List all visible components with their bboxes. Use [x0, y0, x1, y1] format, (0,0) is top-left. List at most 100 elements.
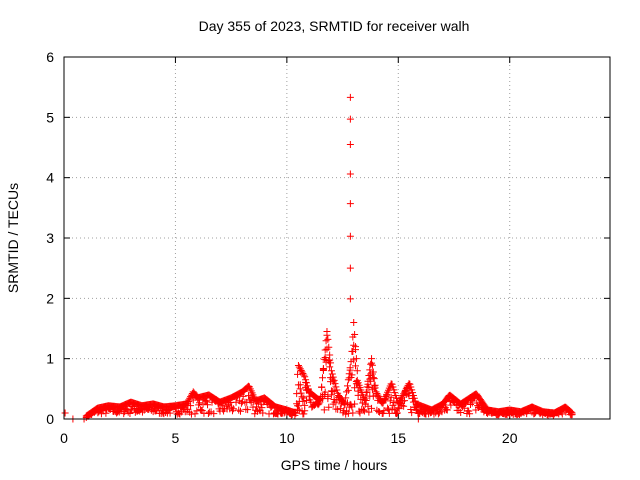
data-point-652: [356, 409, 364, 417]
data-point-607: [342, 394, 350, 402]
data-point-742: [393, 409, 401, 417]
data-point-271: [203, 397, 211, 405]
data-point-273: [204, 401, 212, 409]
data-point-864: [447, 401, 455, 409]
data-point-689: [369, 374, 377, 382]
data-point-547: [320, 355, 328, 363]
data-point-596: [336, 405, 344, 413]
data-point-331: [229, 405, 237, 413]
data-point-697: [373, 389, 381, 397]
data-point-337: [232, 398, 240, 406]
data-point-639: [351, 346, 359, 354]
data-point-662: [360, 407, 368, 415]
data-point-267: [201, 396, 209, 404]
data-point-559: [324, 335, 332, 343]
data-point-848: [440, 401, 448, 409]
data-point-720: [383, 391, 391, 399]
chart-title: Day 355 of 2023, SRMTID for receiver wal…: [199, 18, 470, 34]
data-point-734: [389, 401, 397, 409]
data-point-500: [301, 401, 309, 409]
data-point-231: [185, 397, 193, 405]
y-tick-label-2: 2: [46, 290, 54, 306]
data-point-506: [302, 396, 310, 404]
data-point-908: [466, 401, 474, 409]
data-point-91: [122, 405, 130, 413]
data-point-1114: [558, 410, 566, 418]
data-point-627: [348, 371, 356, 379]
data-point-633: [350, 341, 358, 349]
data-point-1147: [346, 264, 354, 272]
x-tick-label-0: 0: [60, 430, 68, 446]
data-point-347: [237, 407, 245, 415]
data-point-480: [295, 363, 303, 371]
data-point-836: [434, 410, 442, 418]
data-point-674: [365, 384, 373, 392]
data-point-643: [353, 367, 361, 375]
data-point-479: [294, 402, 302, 410]
data-point-45: [102, 409, 110, 417]
data-point-540: [318, 383, 326, 391]
data-point-629: [349, 409, 357, 417]
data-point-730: [387, 393, 395, 401]
data-point-489: [298, 368, 306, 376]
data-point-534: [315, 400, 323, 408]
data-point-568: [327, 359, 335, 367]
data-point-834: [434, 407, 442, 415]
plot-frame: [63, 56, 611, 420]
data-point-576: [328, 388, 336, 396]
data-point-562: [325, 343, 333, 351]
x-tick-label-4: 20: [502, 430, 518, 446]
y-tick-label-0: 0: [46, 411, 54, 427]
data-point-504: [302, 379, 310, 387]
data-point-498: [301, 373, 309, 381]
data-point-679: [367, 377, 375, 385]
data-point-609: [343, 388, 351, 396]
data-point-1145: [346, 200, 354, 208]
data-point-492: [299, 370, 307, 378]
data-point-485: [296, 385, 304, 393]
data-point-488: [297, 367, 305, 375]
data-point-557: [323, 331, 331, 339]
data-point-491: [298, 393, 306, 401]
data-point-769: [405, 380, 413, 388]
data-point-541: [319, 374, 327, 382]
data-point-744: [393, 409, 401, 417]
data-point-175: [160, 410, 168, 418]
data-point-621: [346, 366, 354, 374]
data-point-349: [237, 399, 245, 407]
data-point-665: [362, 388, 370, 396]
x-tick-label-2: 10: [279, 430, 295, 446]
data-point-397: [259, 409, 267, 417]
data-point-564: [325, 403, 333, 411]
y-tick-label-6: 6: [46, 49, 54, 65]
data-point-754: [398, 401, 406, 409]
x-axis-label: GPS time / hours: [281, 457, 388, 473]
data-point-474: [294, 370, 302, 378]
data-point-670: [364, 402, 372, 410]
data-point-738: [391, 405, 399, 413]
data-point-353: [239, 392, 247, 400]
x-tick-label-1: 5: [172, 430, 180, 446]
data-point-1144: [346, 170, 354, 178]
data-point-678: [367, 360, 375, 368]
data-point-615: [344, 386, 352, 394]
data-point-583: [331, 380, 339, 388]
data-point-668: [363, 388, 371, 396]
x-tick-labels: 0 5 10 15 20: [60, 430, 518, 446]
data-point-549: [320, 406, 328, 414]
data-point-561: [324, 392, 332, 400]
data-point-235: [187, 402, 195, 410]
data-point-788: [413, 405, 421, 413]
data-point-760: [401, 397, 409, 405]
data-point-898: [462, 399, 470, 407]
data-point-493: [299, 397, 307, 405]
data-point-682: [368, 404, 376, 412]
data-point-856: [443, 406, 451, 414]
data-point-746: [394, 404, 402, 412]
data-point-1143: [346, 140, 354, 148]
data-point-638: [351, 362, 359, 370]
data-point-660: [360, 406, 368, 414]
data-point-327: [228, 403, 236, 411]
data-point-702: [375, 407, 383, 415]
